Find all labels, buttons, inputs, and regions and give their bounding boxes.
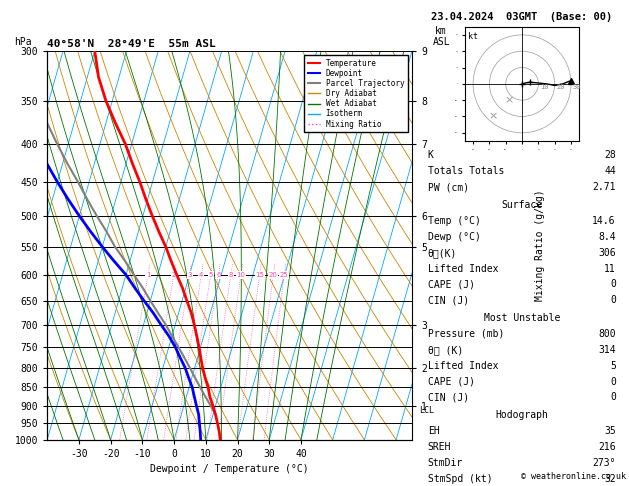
- Text: Totals Totals: Totals Totals: [428, 166, 504, 176]
- Text: EH: EH: [428, 426, 440, 436]
- Text: 28: 28: [604, 150, 616, 160]
- Text: 800: 800: [598, 329, 616, 339]
- Text: km
ASL: km ASL: [432, 26, 450, 47]
- Text: 10: 10: [540, 84, 548, 90]
- Text: © weatheronline.co.uk: © weatheronline.co.uk: [521, 472, 626, 481]
- Text: CIN (J): CIN (J): [428, 295, 469, 305]
- Text: ×: ×: [504, 95, 514, 105]
- Text: 5: 5: [208, 272, 213, 278]
- Text: 3: 3: [187, 272, 192, 278]
- Text: θᴄ (K): θᴄ (K): [428, 345, 463, 355]
- Text: SREH: SREH: [428, 442, 451, 452]
- X-axis label: Dewpoint / Temperature (°C): Dewpoint / Temperature (°C): [150, 465, 309, 474]
- Text: 35: 35: [604, 426, 616, 436]
- Text: 0: 0: [610, 377, 616, 386]
- Text: 11: 11: [604, 263, 616, 274]
- Text: Surface: Surface: [501, 200, 542, 210]
- Text: 20: 20: [556, 84, 565, 90]
- Text: StmSpd (kt): StmSpd (kt): [428, 474, 493, 484]
- Text: 32: 32: [604, 474, 616, 484]
- Text: 8.4: 8.4: [598, 232, 616, 242]
- Text: kt: kt: [468, 32, 478, 41]
- Text: Lifted Index: Lifted Index: [428, 361, 498, 371]
- Text: 23.04.2024  03GMT  (Base: 00): 23.04.2024 03GMT (Base: 00): [431, 12, 613, 22]
- Text: 0: 0: [610, 295, 616, 305]
- Text: PW (cm): PW (cm): [428, 182, 469, 192]
- Text: 216: 216: [598, 442, 616, 452]
- Text: Most Unstable: Most Unstable: [484, 313, 560, 323]
- Text: 10: 10: [237, 272, 245, 278]
- Text: 2.71: 2.71: [593, 182, 616, 192]
- Text: Mixing Ratio (g/kg): Mixing Ratio (g/kg): [535, 190, 545, 301]
- Text: 14.6: 14.6: [593, 216, 616, 226]
- Text: 0: 0: [610, 392, 616, 402]
- Text: Lifted Index: Lifted Index: [428, 263, 498, 274]
- Text: Pressure (mb): Pressure (mb): [428, 329, 504, 339]
- Text: LCL: LCL: [420, 406, 434, 415]
- Text: 1: 1: [146, 272, 150, 278]
- Text: 8: 8: [229, 272, 233, 278]
- Text: 6: 6: [216, 272, 221, 278]
- Text: 40°58'N  28°49'E  55m ASL: 40°58'N 28°49'E 55m ASL: [47, 39, 216, 49]
- Text: 20: 20: [269, 272, 278, 278]
- Text: 15: 15: [255, 272, 264, 278]
- Legend: Temperature, Dewpoint, Parcel Trajectory, Dry Adiabat, Wet Adiabat, Isotherm, Mi: Temperature, Dewpoint, Parcel Trajectory…: [304, 55, 408, 132]
- Text: 314: 314: [598, 345, 616, 355]
- Text: 30: 30: [572, 84, 581, 90]
- Text: 25: 25: [280, 272, 289, 278]
- Text: 4: 4: [199, 272, 204, 278]
- Text: CAPE (J): CAPE (J): [428, 377, 475, 386]
- Text: ×: ×: [488, 112, 498, 122]
- Text: 2: 2: [172, 272, 176, 278]
- Text: 306: 306: [598, 248, 616, 258]
- Text: Dewp (°C): Dewp (°C): [428, 232, 481, 242]
- Text: 44: 44: [604, 166, 616, 176]
- Text: Temp (°C): Temp (°C): [428, 216, 481, 226]
- Text: CAPE (J): CAPE (J): [428, 279, 475, 289]
- Text: 5: 5: [610, 361, 616, 371]
- Text: K: K: [428, 150, 433, 160]
- Text: θᴄ(K): θᴄ(K): [428, 248, 457, 258]
- Text: CIN (J): CIN (J): [428, 392, 469, 402]
- Text: 0: 0: [610, 279, 616, 289]
- Text: hPa: hPa: [14, 37, 32, 47]
- Text: 273°: 273°: [593, 458, 616, 468]
- Text: StmDir: StmDir: [428, 458, 463, 468]
- Text: Hodograph: Hodograph: [495, 410, 548, 420]
